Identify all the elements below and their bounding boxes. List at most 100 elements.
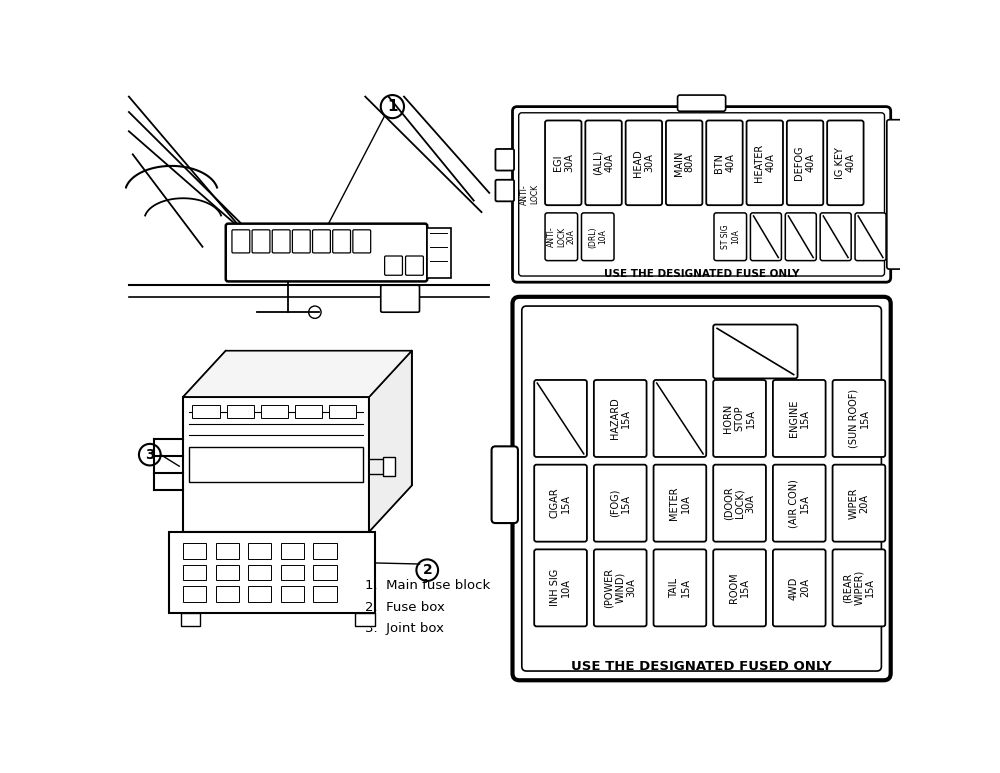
Text: INH SIG
10A: INH SIG 10A (550, 569, 571, 607)
FancyBboxPatch shape (512, 297, 891, 680)
Bar (295, 404, 322, 418)
FancyBboxPatch shape (855, 213, 886, 261)
Bar (248, 543, 271, 559)
FancyBboxPatch shape (545, 121, 581, 205)
Text: MAIN
80A: MAIN 80A (674, 150, 695, 175)
Text: 2: 2 (422, 564, 432, 577)
Bar (189, 447, 363, 482)
Text: (SUN ROOF)
15A: (SUN ROOF) 15A (848, 389, 870, 448)
Text: WIPER
20A: WIPER 20A (848, 488, 870, 519)
FancyBboxPatch shape (385, 256, 402, 275)
Polygon shape (369, 351, 412, 532)
Text: (REAR
WIPER)
15A: (REAR WIPER) 15A (843, 570, 875, 605)
FancyBboxPatch shape (581, 213, 614, 261)
Bar (383, 457, 395, 476)
FancyBboxPatch shape (381, 285, 420, 312)
FancyBboxPatch shape (406, 256, 423, 275)
Text: ST SIG
10A: ST SIG 10A (721, 224, 740, 249)
FancyBboxPatch shape (545, 213, 578, 261)
Text: TAIL
15A: TAIL 15A (669, 577, 690, 598)
Text: 1.  Main fuse block: 1. Main fuse block (365, 579, 490, 592)
FancyBboxPatch shape (512, 107, 891, 282)
FancyBboxPatch shape (833, 550, 885, 626)
Bar (227, 404, 254, 418)
Text: 3: 3 (145, 448, 155, 461)
FancyBboxPatch shape (713, 465, 766, 542)
FancyBboxPatch shape (820, 213, 851, 261)
FancyBboxPatch shape (713, 380, 766, 457)
FancyBboxPatch shape (252, 230, 270, 253)
Bar (313, 543, 337, 559)
Text: ANTI-
LOCK: ANTI- LOCK (520, 184, 539, 205)
Text: ENGINE
15A: ENGINE 15A (789, 400, 810, 438)
FancyBboxPatch shape (773, 550, 826, 626)
FancyBboxPatch shape (833, 465, 885, 542)
FancyBboxPatch shape (522, 306, 881, 671)
Bar (329, 404, 356, 418)
Bar (183, 565, 206, 581)
Bar (261, 404, 288, 418)
FancyBboxPatch shape (713, 325, 798, 379)
FancyBboxPatch shape (714, 213, 747, 261)
Text: (POWER
WIND)
30A: (POWER WIND) 30A (604, 568, 636, 608)
Text: METER
10A: METER 10A (669, 486, 690, 520)
Text: USE THE DESIGNATED FUSED ONLY: USE THE DESIGNATED FUSED ONLY (571, 660, 832, 673)
Bar (183, 587, 206, 601)
Text: DEFOG
40A: DEFOG 40A (794, 145, 816, 180)
FancyBboxPatch shape (747, 121, 783, 205)
FancyBboxPatch shape (594, 380, 647, 457)
Bar (216, 587, 239, 601)
Bar (181, 612, 200, 626)
Text: HEATER
40A: HEATER 40A (754, 144, 775, 182)
Bar (281, 587, 304, 601)
FancyBboxPatch shape (666, 121, 702, 205)
FancyBboxPatch shape (787, 121, 823, 205)
FancyBboxPatch shape (750, 213, 781, 261)
Text: HAZARD
15A: HAZARD 15A (610, 397, 631, 439)
FancyBboxPatch shape (226, 223, 427, 281)
Bar (281, 565, 304, 581)
FancyBboxPatch shape (495, 180, 514, 201)
Polygon shape (183, 397, 369, 532)
Text: EGI
30A: EGI 30A (553, 153, 574, 172)
Text: (DRL)
10A: (DRL) 10A (588, 226, 607, 247)
FancyBboxPatch shape (495, 149, 514, 171)
Text: BTN
40A: BTN 40A (714, 153, 735, 173)
FancyBboxPatch shape (353, 230, 371, 253)
Text: HEAD
30A: HEAD 30A (633, 149, 654, 177)
Text: (FOG)
15A: (FOG) 15A (610, 489, 631, 517)
Text: CIGAR
15A: CIGAR 15A (550, 488, 571, 519)
FancyBboxPatch shape (585, 121, 622, 205)
FancyBboxPatch shape (492, 446, 518, 523)
Bar (313, 587, 337, 601)
Text: (ALL)
40A: (ALL) 40A (593, 150, 614, 175)
FancyBboxPatch shape (313, 230, 330, 253)
Bar (248, 587, 271, 601)
FancyBboxPatch shape (887, 120, 907, 269)
Text: (AIR CON)
15A: (AIR CON) 15A (789, 478, 810, 528)
Text: 4WD
20A: 4WD 20A (789, 576, 810, 600)
Text: 3.  Joint box: 3. Joint box (365, 622, 444, 635)
FancyBboxPatch shape (626, 121, 662, 205)
FancyBboxPatch shape (706, 121, 743, 205)
Text: ANTI-
LOCK
20A: ANTI- LOCK 20A (547, 226, 576, 247)
FancyBboxPatch shape (785, 213, 816, 261)
Text: ROOM
15A: ROOM 15A (729, 573, 750, 603)
Polygon shape (183, 351, 412, 397)
Text: IG KEY
40A: IG KEY 40A (835, 147, 856, 179)
FancyBboxPatch shape (773, 465, 826, 542)
Bar (248, 565, 271, 581)
FancyBboxPatch shape (713, 550, 766, 626)
FancyBboxPatch shape (827, 121, 864, 205)
Bar (216, 565, 239, 581)
FancyBboxPatch shape (519, 113, 885, 276)
FancyBboxPatch shape (534, 550, 587, 626)
FancyBboxPatch shape (594, 550, 647, 626)
FancyBboxPatch shape (654, 465, 706, 542)
Bar (313, 565, 337, 581)
Text: 1: 1 (387, 99, 398, 114)
Text: 2.  Fuse box: 2. Fuse box (365, 601, 445, 614)
Bar (427, 227, 450, 278)
Text: (DOOR
LOCK)
30A: (DOOR LOCK) 30A (723, 486, 756, 520)
FancyBboxPatch shape (333, 230, 351, 253)
